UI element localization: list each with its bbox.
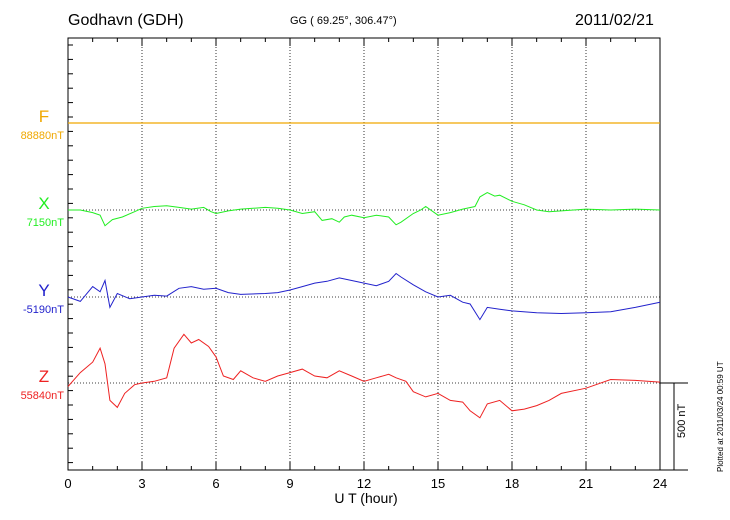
channel-letter-f: F: [38, 107, 50, 126]
coordinates-label: GG ( 69.25°, 306.47°): [290, 15, 397, 27]
date-label: 2011/02/21: [575, 12, 654, 29]
x-tick-label: 6: [212, 476, 220, 491]
plotted-timestamp: Plotted at 2011/03/24 00:59 UT: [716, 361, 725, 472]
channel-baseline-x: 7150nT: [26, 217, 64, 229]
scale-bar: [660, 382, 688, 471]
x-tick-label: 15: [430, 476, 446, 491]
x-tick-label: 9: [286, 476, 294, 491]
x-tick-label: 0: [64, 476, 72, 491]
trace-x: [68, 192, 661, 227]
x-tick-label: 18: [504, 476, 520, 491]
x-tick-label: 3: [138, 476, 146, 491]
channel-baseline-y: -5190nT: [23, 304, 64, 316]
trace-y: [67, 272, 661, 321]
scale-bar-label: 500 nT: [676, 403, 688, 438]
x-tick-label: 24: [652, 476, 668, 491]
axis-ticks: [67, 38, 661, 470]
channel-baseline-z: 55840nT: [20, 390, 64, 402]
trace-z: [67, 333, 661, 419]
vertical-gridlines: [141, 38, 587, 470]
x-axis-label: U T (hour): [334, 490, 398, 506]
station-title: Godhavn (GDH): [68, 12, 184, 29]
channel-traces: [67, 122, 661, 419]
channel-letter-y: Y: [38, 281, 50, 300]
x-tick-label: 12: [356, 476, 372, 491]
x-tick-label: 21: [578, 476, 594, 491]
channel-letter-z: Z: [38, 367, 50, 386]
channel-letter-x: X: [38, 194, 50, 213]
channel-baseline-f: 88880nT: [20, 130, 64, 142]
